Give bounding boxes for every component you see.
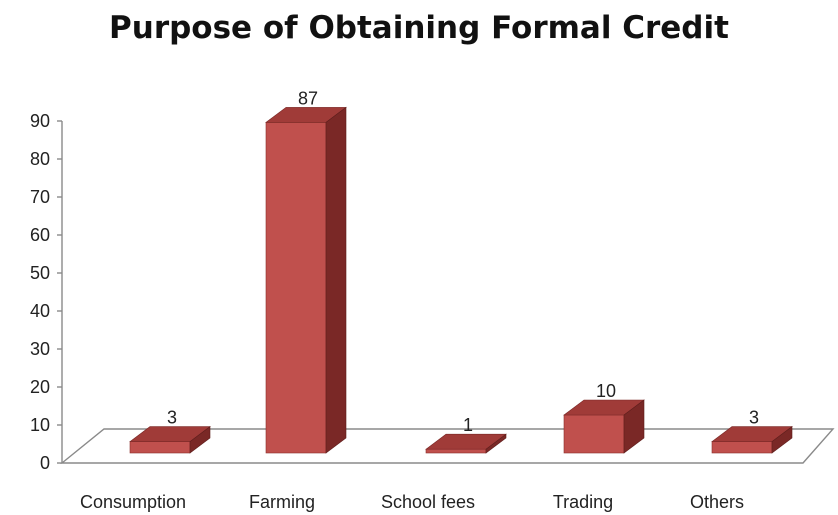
y-tick-label: 60 <box>30 225 50 245</box>
bar-front <box>712 442 772 453</box>
bar-trading <box>564 400 644 453</box>
bar-side <box>326 107 346 453</box>
bars <box>130 107 792 453</box>
bar-farming <box>266 107 346 453</box>
data-label: 87 <box>298 88 318 108</box>
bar-front <box>564 415 624 453</box>
bar-front <box>426 449 486 453</box>
y-tick-label: 30 <box>30 339 50 359</box>
x-category-label: Trading <box>553 492 613 512</box>
data-label: 1 <box>463 415 473 435</box>
bar-front <box>266 122 326 453</box>
x-category-label: School fees <box>381 492 475 512</box>
y-tick-label: 90 <box>30 111 50 131</box>
data-label: 3 <box>749 408 759 428</box>
bar-school-fees <box>426 434 506 453</box>
y-tick-label: 20 <box>30 377 50 397</box>
bar-front <box>130 442 190 453</box>
x-category-label: Others <box>690 492 744 512</box>
x-category-label: Consumption <box>80 492 186 512</box>
y-tick-label: 70 <box>30 187 50 207</box>
y-tick-label: 10 <box>30 415 50 435</box>
y-tick-label: 0 <box>40 453 50 473</box>
bar-consumption <box>130 427 210 453</box>
y-tick-label: 50 <box>30 263 50 283</box>
data-label: 10 <box>596 381 616 401</box>
bar-others <box>712 427 792 453</box>
y-tick-label: 80 <box>30 149 50 169</box>
data-label: 3 <box>167 408 177 428</box>
y-tick-label: 40 <box>30 301 50 321</box>
x-category-label: Farming <box>249 492 315 512</box>
